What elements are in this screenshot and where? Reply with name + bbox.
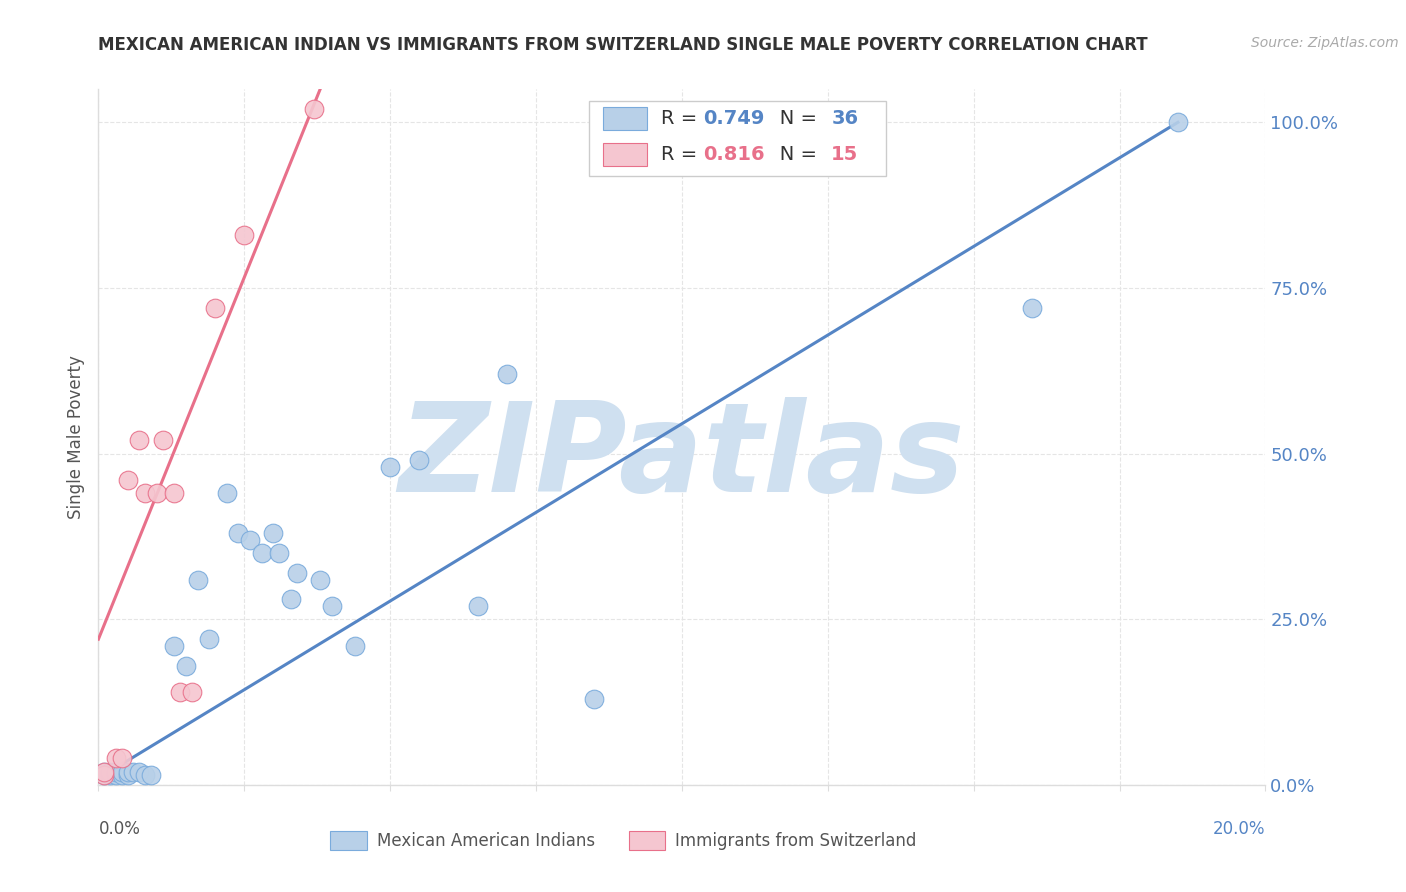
Point bbox=[228, 526, 250, 541]
Point bbox=[198, 632, 221, 647]
Point bbox=[215, 486, 238, 500]
FancyBboxPatch shape bbox=[603, 144, 647, 166]
Y-axis label: Single Male Poverty: Single Male Poverty bbox=[66, 355, 84, 519]
Point bbox=[163, 486, 186, 500]
Point bbox=[408, 453, 430, 467]
Point bbox=[117, 764, 139, 779]
Point bbox=[152, 434, 174, 448]
Point bbox=[104, 751, 127, 765]
Point bbox=[111, 764, 134, 779]
Text: 0.816: 0.816 bbox=[703, 145, 765, 164]
Point bbox=[321, 599, 343, 613]
Point bbox=[128, 764, 150, 779]
Point bbox=[285, 566, 308, 580]
Point bbox=[233, 227, 256, 242]
Point bbox=[93, 764, 115, 779]
Point bbox=[111, 751, 134, 765]
Point bbox=[169, 685, 191, 699]
Point bbox=[104, 764, 127, 779]
Point bbox=[250, 546, 273, 560]
Point bbox=[380, 459, 402, 474]
Text: 15: 15 bbox=[831, 145, 859, 164]
Point bbox=[134, 486, 156, 500]
Point bbox=[204, 301, 226, 315]
Point bbox=[280, 592, 302, 607]
Text: 0.749: 0.749 bbox=[703, 109, 765, 128]
Point bbox=[104, 768, 127, 782]
Point bbox=[146, 486, 169, 500]
Point bbox=[128, 434, 150, 448]
Point bbox=[496, 367, 519, 381]
Point bbox=[187, 573, 209, 587]
Point bbox=[117, 473, 139, 487]
Point bbox=[93, 768, 115, 782]
Point bbox=[111, 768, 134, 782]
Text: 36: 36 bbox=[831, 109, 859, 128]
Point bbox=[1021, 301, 1043, 315]
Point bbox=[344, 639, 367, 653]
Point bbox=[139, 768, 162, 782]
Text: 0.0%: 0.0% bbox=[98, 820, 141, 838]
Text: R =: R = bbox=[661, 109, 703, 128]
Text: N =: N = bbox=[761, 109, 824, 128]
Point bbox=[467, 599, 489, 613]
Point bbox=[93, 764, 115, 779]
Point bbox=[163, 639, 186, 653]
Legend: Mexican American Indians, Immigrants from Switzerland: Mexican American Indians, Immigrants fro… bbox=[323, 824, 924, 856]
FancyBboxPatch shape bbox=[603, 107, 647, 129]
Text: ZIPatlas: ZIPatlas bbox=[399, 398, 965, 518]
Point bbox=[180, 685, 202, 699]
Point bbox=[134, 768, 156, 782]
Point bbox=[117, 768, 139, 782]
Point bbox=[304, 102, 326, 116]
Text: R =: R = bbox=[661, 145, 703, 164]
Point bbox=[309, 573, 332, 587]
Point bbox=[122, 764, 145, 779]
Point bbox=[262, 526, 284, 541]
Point bbox=[1167, 115, 1189, 129]
Point bbox=[93, 768, 115, 782]
Point bbox=[98, 768, 121, 782]
Point bbox=[174, 658, 197, 673]
Text: N =: N = bbox=[761, 145, 824, 164]
Text: 20.0%: 20.0% bbox=[1213, 820, 1265, 838]
Point bbox=[269, 546, 291, 560]
FancyBboxPatch shape bbox=[589, 101, 886, 177]
Point bbox=[239, 533, 262, 547]
Text: MEXICAN AMERICAN INDIAN VS IMMIGRANTS FROM SWITZERLAND SINGLE MALE POVERTY CORRE: MEXICAN AMERICAN INDIAN VS IMMIGRANTS FR… bbox=[98, 36, 1149, 54]
Text: Source: ZipAtlas.com: Source: ZipAtlas.com bbox=[1251, 36, 1399, 50]
Point bbox=[583, 691, 606, 706]
Point bbox=[98, 764, 121, 779]
